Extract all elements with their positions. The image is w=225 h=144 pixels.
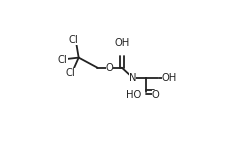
Text: Cl: Cl [69, 35, 79, 45]
Text: HO: HO [126, 90, 141, 100]
Text: Cl: Cl [65, 68, 75, 78]
Text: N: N [129, 73, 136, 83]
Text: OH: OH [162, 73, 177, 83]
Text: OH: OH [114, 38, 129, 48]
Text: O: O [152, 90, 160, 100]
Text: Cl: Cl [58, 55, 68, 65]
Text: O: O [106, 63, 113, 73]
